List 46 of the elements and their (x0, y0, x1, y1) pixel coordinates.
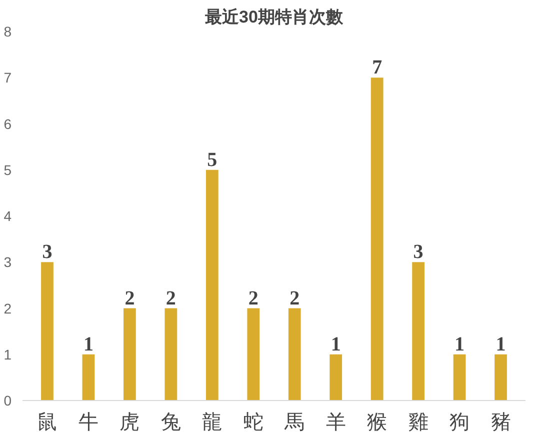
x-tick-label: 虎 (120, 412, 140, 434)
bar (412, 262, 424, 400)
data-label: 1 (83, 333, 94, 356)
y-tick-label: 7 (4, 70, 12, 86)
y-tick-label: 0 (4, 392, 12, 408)
data-label: 2 (248, 287, 258, 310)
bar (247, 308, 260, 400)
bar (124, 308, 136, 400)
x-tick-label: 兔 (160, 412, 181, 434)
x-tick-label: 豬 (490, 412, 511, 434)
bar (330, 354, 342, 400)
y-tick-label: 4 (4, 208, 12, 224)
data-label: 5 (207, 148, 218, 171)
data-label: 3 (42, 241, 52, 264)
data-label: 3 (413, 241, 424, 264)
y-tick-label: 3 (4, 254, 12, 270)
bar (288, 308, 301, 400)
data-label: 2 (124, 287, 135, 310)
data-label: 1 (496, 333, 506, 356)
x-tick-label: 猴 (367, 412, 388, 434)
data-label: 1 (330, 333, 341, 356)
chart-title: 最近30期特肖次數 (204, 8, 344, 26)
data-label: 2 (290, 287, 300, 310)
data-label: 2 (166, 287, 176, 310)
y-tick-label: 8 (4, 24, 12, 40)
x-tick-label: 蛇 (243, 412, 264, 434)
x-tick-label: 牛 (78, 412, 98, 434)
y-tick-label: 5 (4, 162, 12, 178)
bar (453, 354, 466, 400)
y-tick-label: 6 (4, 116, 12, 132)
x-tick-label: 雞 (408, 412, 428, 434)
x-tick-label: 龍 (202, 412, 222, 434)
bar (206, 170, 218, 400)
bar (82, 354, 95, 400)
bar (494, 354, 507, 400)
y-tick-label: 1 (4, 346, 12, 362)
x-tick-label: 鼠 (37, 412, 58, 434)
data-label: 7 (372, 56, 382, 79)
x-tick-label: 馬 (284, 412, 305, 434)
bar (41, 262, 54, 400)
y-tick-label: 2 (4, 300, 12, 316)
data-label: 1 (454, 333, 465, 356)
bar (370, 78, 384, 400)
bar (164, 308, 178, 400)
x-tick-label: 狗 (450, 412, 470, 434)
x-tick-label: 羊 (326, 412, 346, 434)
